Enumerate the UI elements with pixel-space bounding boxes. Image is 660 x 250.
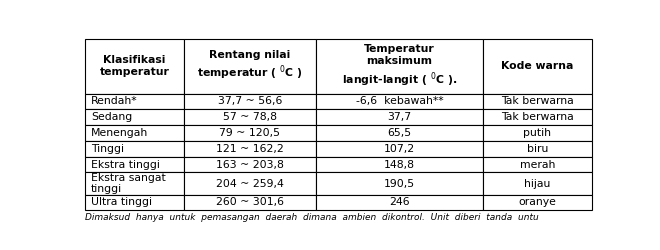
- Bar: [85, 39, 183, 94]
- Text: 57 ~ 78,8: 57 ~ 78,8: [223, 112, 277, 122]
- Bar: [316, 172, 482, 195]
- Text: oranye: oranye: [519, 198, 556, 207]
- Bar: [183, 109, 316, 125]
- Text: 204 ~ 259,4: 204 ~ 259,4: [216, 178, 284, 188]
- Text: biru: biru: [527, 144, 548, 154]
- Bar: [482, 194, 593, 210]
- Text: Sedang: Sedang: [91, 112, 133, 122]
- Text: Tak berwarna: Tak berwarna: [501, 112, 574, 122]
- Bar: [316, 125, 482, 141]
- Bar: [316, 39, 482, 94]
- Text: Menengah: Menengah: [91, 128, 148, 138]
- Text: Rendah*: Rendah*: [91, 96, 138, 106]
- Text: 107,2: 107,2: [384, 144, 415, 154]
- Text: Ultra tinggi: Ultra tinggi: [91, 198, 152, 207]
- Text: Tak berwarna: Tak berwarna: [501, 96, 574, 106]
- Text: 121 ~ 162,2: 121 ~ 162,2: [216, 144, 284, 154]
- Bar: [85, 157, 183, 172]
- Text: 65,5: 65,5: [387, 128, 411, 138]
- Text: Rentang nilai
temperatur ( $^0$C ): Rentang nilai temperatur ( $^0$C ): [197, 50, 303, 82]
- Bar: [482, 94, 593, 109]
- Bar: [316, 157, 482, 172]
- Bar: [183, 141, 316, 157]
- Bar: [183, 39, 316, 94]
- Text: 163 ~ 203,8: 163 ~ 203,8: [216, 160, 284, 170]
- Text: putih: putih: [523, 128, 552, 138]
- Bar: [316, 109, 482, 125]
- Bar: [85, 125, 183, 141]
- Bar: [482, 109, 593, 125]
- Text: Temperatur
maksimum
langit-langit ( $^0$C ).: Temperatur maksimum langit-langit ( $^0$…: [342, 44, 457, 88]
- Text: 260 ~ 301,6: 260 ~ 301,6: [216, 198, 284, 207]
- Bar: [482, 172, 593, 195]
- Bar: [85, 141, 183, 157]
- Text: merah: merah: [520, 160, 555, 170]
- Text: Ekstra tinggi: Ekstra tinggi: [91, 160, 160, 170]
- Bar: [183, 94, 316, 109]
- Bar: [85, 109, 183, 125]
- Text: Klasifikasi
temperatur: Klasifikasi temperatur: [100, 55, 170, 77]
- Bar: [482, 125, 593, 141]
- Text: Tinggi: Tinggi: [91, 144, 124, 154]
- Text: 37,7: 37,7: [387, 112, 411, 122]
- Bar: [316, 94, 482, 109]
- Bar: [85, 172, 183, 195]
- Bar: [183, 194, 316, 210]
- Text: Kode warna: Kode warna: [502, 61, 574, 71]
- Bar: [482, 157, 593, 172]
- Text: Dimaksud  hanya  untuk  pemasangan  daerah  dimana  ambien  dikontrol.  Unit  di: Dimaksud hanya untuk pemasangan daerah d…: [85, 213, 539, 222]
- Bar: [316, 194, 482, 210]
- Bar: [85, 94, 183, 109]
- Bar: [316, 141, 482, 157]
- Text: 190,5: 190,5: [384, 178, 415, 188]
- Text: hijau: hijau: [524, 178, 550, 188]
- Text: 246: 246: [389, 198, 410, 207]
- Bar: [85, 194, 183, 210]
- Text: -6,6  kebawah**: -6,6 kebawah**: [356, 96, 443, 106]
- Text: 148,8: 148,8: [384, 160, 415, 170]
- Text: Ekstra sangat
tinggi: Ekstra sangat tinggi: [91, 173, 166, 194]
- Bar: [482, 39, 593, 94]
- Bar: [482, 141, 593, 157]
- Bar: [183, 172, 316, 195]
- Text: 79 ~ 120,5: 79 ~ 120,5: [220, 128, 280, 138]
- Text: 37,7 ~ 56,6: 37,7 ~ 56,6: [218, 96, 282, 106]
- Bar: [183, 157, 316, 172]
- Bar: [183, 125, 316, 141]
